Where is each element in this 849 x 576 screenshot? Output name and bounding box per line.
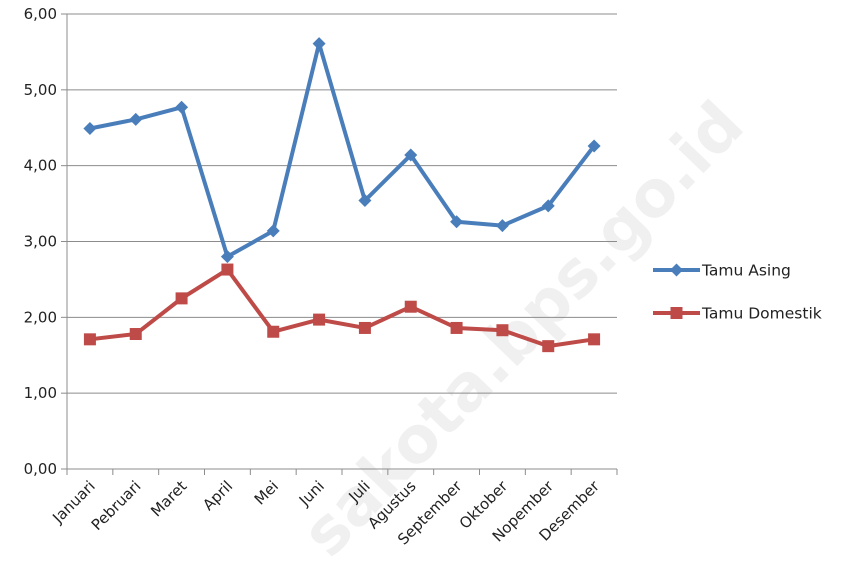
- data-point: [450, 321, 463, 334]
- legend-entry: Tamu Asing: [653, 262, 791, 280]
- legend-marker: [670, 307, 683, 319]
- y-tick-label: 6,00: [24, 5, 57, 23]
- data-point: [496, 324, 509, 337]
- data-point: [129, 112, 143, 126]
- data-point: [313, 313, 326, 326]
- data-point: [129, 328, 142, 341]
- legend: Tamu Asing Tamu Domestik: [653, 262, 822, 323]
- plot-area: [83, 37, 601, 353]
- data-point: [542, 340, 555, 353]
- x-tick-label: April: [199, 477, 236, 514]
- y-tick-label: 1,00: [24, 384, 57, 402]
- y-tick-label: 4,00: [24, 157, 57, 175]
- x-tick-label: Mei: [251, 477, 282, 508]
- data-point: [404, 148, 418, 162]
- data-point: [83, 333, 96, 346]
- data-point: [587, 139, 601, 153]
- legend-entry: Tamu Domestik: [653, 305, 822, 323]
- data-point: [588, 333, 601, 346]
- data-point: [175, 100, 189, 114]
- data-point: [541, 199, 555, 213]
- series-2: [83, 263, 601, 353]
- data-point: [358, 194, 372, 208]
- data-point: [450, 215, 464, 229]
- legend-marker: [670, 263, 683, 277]
- data-point: [221, 263, 234, 276]
- data-point: [404, 300, 417, 313]
- series-line: [87, 41, 597, 259]
- y-tick-label: 2,00: [24, 308, 57, 326]
- data-point: [495, 219, 509, 233]
- x-tick-label: Maret: [147, 477, 190, 520]
- y-tick-label: 3,00: [24, 233, 57, 251]
- y-tick-label: 5,00: [24, 81, 57, 99]
- data-point: [358, 321, 371, 334]
- data-point: [220, 250, 234, 264]
- data-point: [267, 325, 280, 338]
- data-point: [83, 122, 97, 136]
- x-tick-label: Pebruari: [88, 477, 145, 534]
- data-point: [266, 224, 280, 238]
- series-1: [83, 37, 601, 264]
- legend-label: Tamu Asing: [701, 262, 791, 280]
- data-point: [175, 292, 188, 305]
- data-point: [312, 37, 326, 51]
- y-tick-label: 0,00: [24, 460, 57, 478]
- legend-label: Tamu Domestik: [701, 305, 822, 323]
- series-line: [87, 267, 597, 349]
